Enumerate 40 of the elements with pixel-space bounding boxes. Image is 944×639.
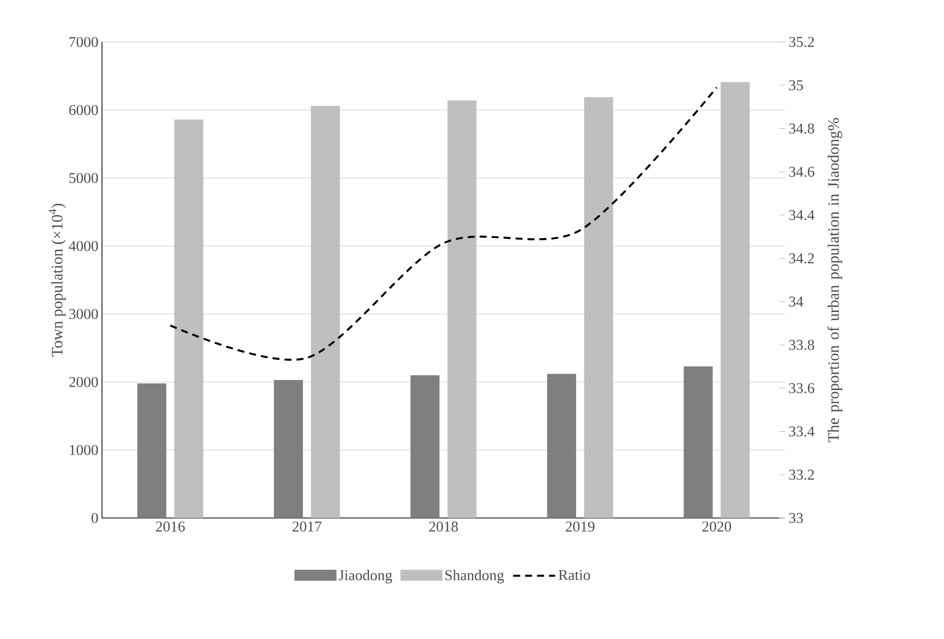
y2-tick-label: 33.2	[789, 470, 814, 480]
y2-tick-label: 34.6	[789, 166, 814, 177]
y-tick-label: 6000	[69, 104, 98, 116]
x-tick-label: 2019	[566, 522, 594, 532]
x-tick-label: 2017	[292, 522, 322, 532]
y2-tick-label: 34.4	[789, 210, 814, 220]
y-tick-label: 0	[92, 512, 98, 524]
bar	[684, 366, 713, 518]
y2-tick-label: 35.2	[789, 36, 814, 48]
legend-label: Ratio	[558, 570, 590, 580]
legend-label: Jiaodong	[338, 570, 392, 584]
y-tick-label: 7000	[70, 36, 98, 48]
bar	[584, 97, 614, 518]
bar	[547, 374, 576, 518]
y2-axis-title: The proportion of urban population in Jiaodong%	[828, 118, 842, 442]
bar	[410, 375, 440, 518]
bar	[174, 120, 204, 518]
y-tick-label: 4000	[68, 240, 98, 252]
bar	[448, 100, 476, 518]
y2-tick-label: 33	[789, 512, 803, 524]
legend-label: Shandong	[445, 570, 504, 584]
y-tick-label: 1000	[70, 444, 98, 456]
y2-tick-label: 35	[789, 80, 803, 90]
y-tick-label: 2000	[69, 376, 98, 388]
y2-tick-label: 33.6	[789, 383, 814, 394]
y2-tick-label: 34	[789, 296, 804, 307]
y-axis-title: Town population (×10$^{4}$)	[48, 204, 66, 357]
bar	[720, 82, 750, 518]
y-tick-label: 5000	[69, 172, 98, 184]
y2-tick-label: 33.4	[789, 426, 814, 437]
y2-tick-label: 34.8	[789, 123, 814, 134]
x-tick-label: 2020	[702, 522, 732, 532]
x-tick-label: 2016	[156, 522, 185, 532]
y2-tick-label: 33.8	[789, 340, 814, 350]
y-tick-label: 3000	[69, 308, 98, 320]
bar	[274, 380, 303, 518]
bar	[310, 106, 340, 518]
x-tick-label: 2018	[429, 522, 458, 532]
y2-tick-label: 34.2	[789, 253, 814, 264]
bar	[137, 383, 166, 518]
